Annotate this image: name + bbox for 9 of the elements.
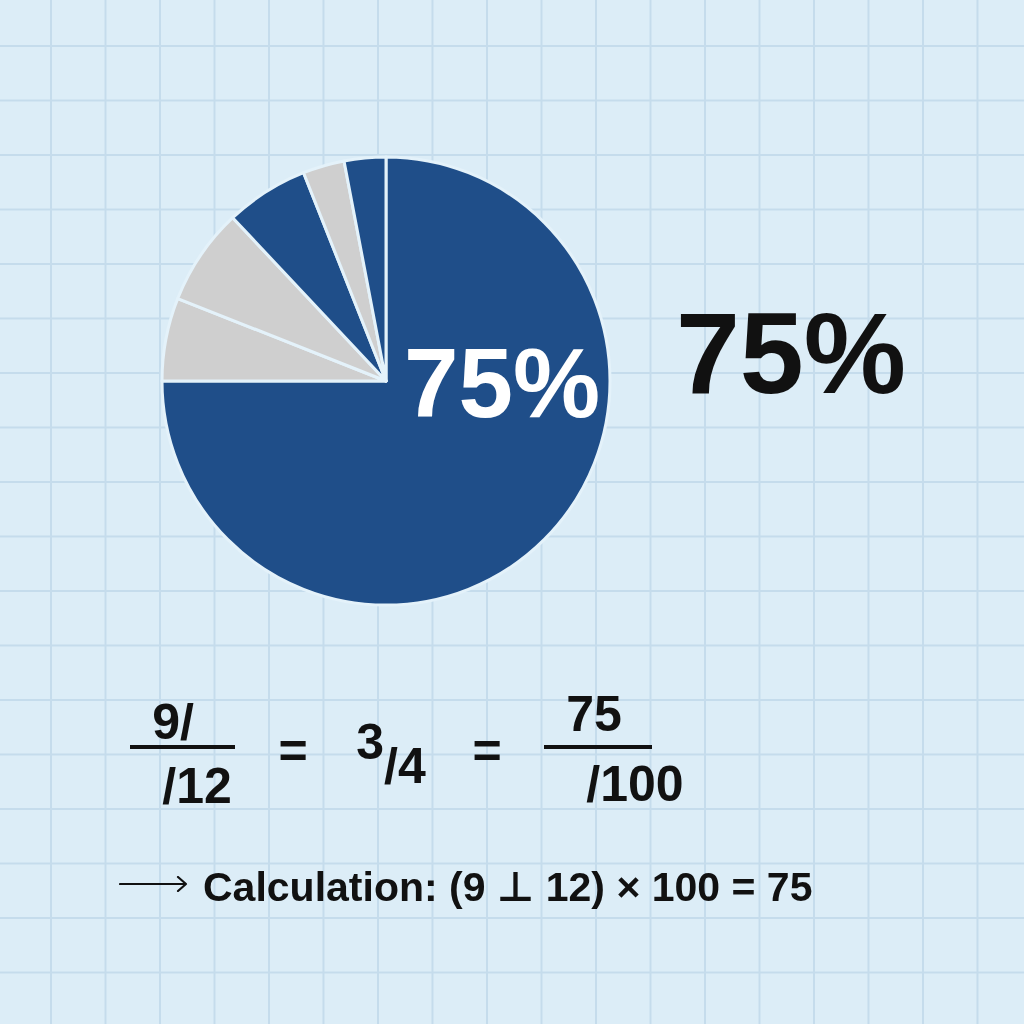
data-label: 75%	[403, 328, 601, 438]
text: =	[472, 723, 502, 779]
text: /12	[162, 758, 232, 814]
text: 9/	[152, 694, 194, 750]
text: /100	[586, 756, 684, 812]
text: 75%	[675, 288, 907, 417]
text: =	[278, 723, 308, 779]
text: 75	[566, 686, 622, 742]
text: Calculation: (9 ⊥ 12) × 100 = 75	[203, 863, 813, 910]
